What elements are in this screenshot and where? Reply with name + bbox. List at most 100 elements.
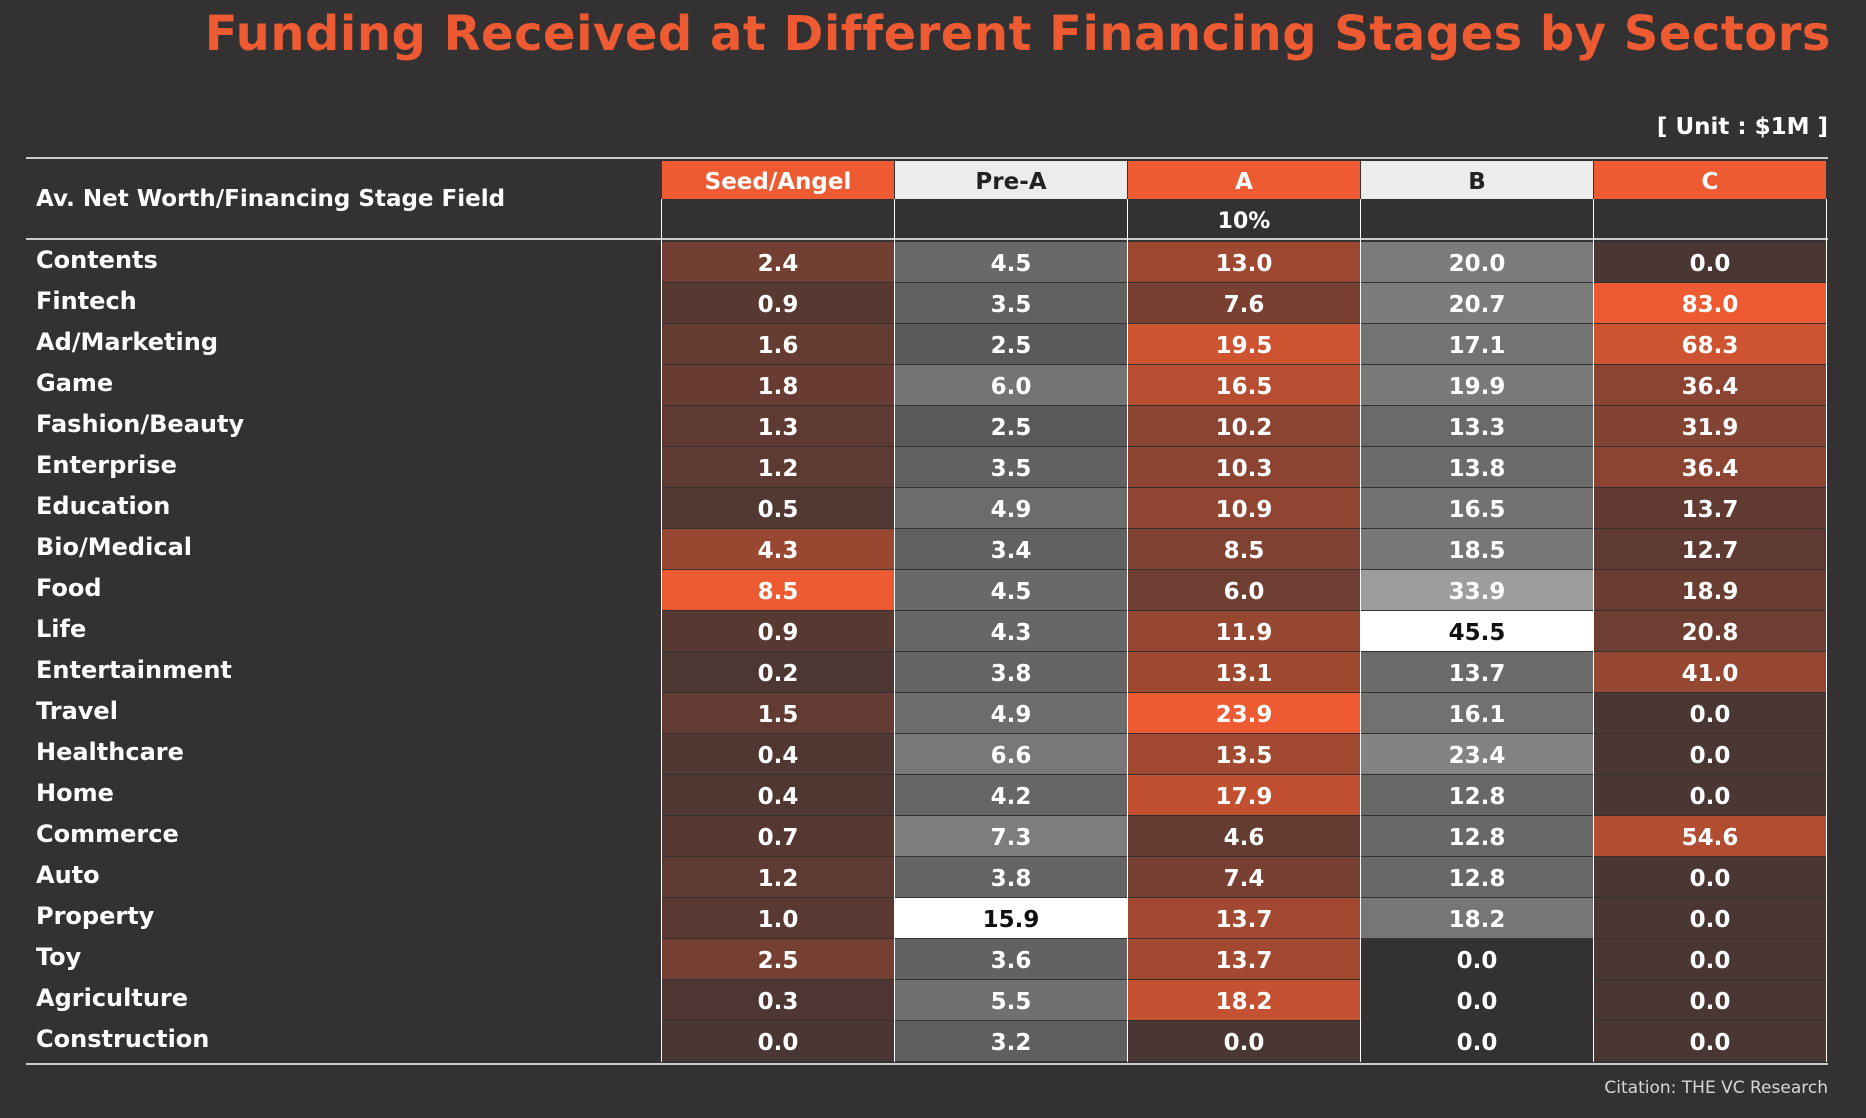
- cell-value-label: 0.9: [758, 292, 799, 318]
- column-header-label: Pre-A: [975, 169, 1046, 195]
- heatmap-cell: [895, 488, 1127, 528]
- heatmap-cell: [1594, 1021, 1826, 1061]
- cell-value-label: 6.6: [991, 743, 1032, 769]
- heatmap-cell: [662, 365, 894, 405]
- heatmap-cell: [1128, 816, 1360, 856]
- heatmap-cell: [1128, 242, 1360, 282]
- heatmap-cell: [1128, 652, 1360, 692]
- cell-value-label: 0.0: [1690, 702, 1731, 728]
- cell-value-label: 1.6: [758, 333, 799, 359]
- cell-value-label: 13.5: [1216, 743, 1273, 769]
- cell-value-label: 19.5: [1216, 333, 1273, 359]
- heatmap-cell: [895, 898, 1127, 938]
- cell-value-label: 5.5: [991, 989, 1032, 1015]
- heatmap-cell: [895, 734, 1127, 774]
- heatmap-cell: [1361, 365, 1593, 405]
- heatmap-cell: [662, 570, 894, 610]
- column-header-cell: [895, 161, 1127, 199]
- cell-value-label: 0.0: [1690, 1030, 1731, 1056]
- cell-value-label: 18.2: [1216, 989, 1273, 1015]
- heatmap-cell: [895, 324, 1127, 364]
- heatmap-cell: [1128, 775, 1360, 815]
- cell-value-label: 0.0: [1457, 989, 1498, 1015]
- heatmap-cell: [895, 242, 1127, 282]
- cell-value-label: 18.9: [1682, 579, 1739, 605]
- cell-value-label: 12.8: [1449, 825, 1506, 851]
- cell-value-label: 17.1: [1449, 333, 1506, 359]
- row-label: Food: [36, 574, 102, 602]
- cell-value-label: 3.5: [991, 456, 1032, 482]
- cell-value-label: 13.1: [1216, 661, 1273, 687]
- cell-value-label: 0.0: [1690, 907, 1731, 933]
- heatmap-cell: [895, 365, 1127, 405]
- cell-value-label: 12.8: [1449, 784, 1506, 810]
- heatmap-cell: [1361, 611, 1593, 651]
- heatmap-cell: [895, 283, 1127, 323]
- heatmap-cell: [1361, 529, 1593, 569]
- cell-value-label: 31.9: [1682, 415, 1739, 441]
- cell-value-label: 0.0: [1690, 866, 1731, 892]
- cell-value-label: 0.7: [758, 825, 799, 851]
- row-label: Bio/Medical: [36, 533, 192, 561]
- heatmap-cell: [1128, 529, 1360, 569]
- heatmap-cell: [1594, 898, 1826, 938]
- heatmap-cell: [1594, 365, 1826, 405]
- heatmap-cell: [662, 693, 894, 733]
- row-label: Home: [36, 779, 114, 807]
- cell-value-label: 1.2: [758, 866, 799, 892]
- heatmap-cell: [662, 406, 894, 446]
- heatmap-cell: [1128, 488, 1360, 528]
- cell-value-label: 36.4: [1682, 374, 1739, 400]
- heatmap-cell: [1128, 447, 1360, 487]
- row-label: Fashion/Beauty: [36, 410, 244, 438]
- cell-value-label: 19.9: [1449, 374, 1506, 400]
- cell-value-label: 41.0: [1682, 661, 1739, 687]
- cell-value-label: 13.8: [1449, 456, 1506, 482]
- cell-value-label: 18.2: [1449, 907, 1506, 933]
- heatmap-cell: [895, 693, 1127, 733]
- cell-value-label: 12.8: [1449, 866, 1506, 892]
- cell-value-label: 16.5: [1216, 374, 1273, 400]
- row-label: Contents: [36, 246, 158, 274]
- heatmap-cell: [662, 324, 894, 364]
- cell-value-label: 3.4: [991, 538, 1032, 564]
- column-header-label: C: [1702, 169, 1719, 195]
- cell-value-label: 68.3: [1682, 333, 1739, 359]
- cell-value-label: 13.7: [1216, 948, 1273, 974]
- row-label: Commerce: [36, 820, 179, 848]
- heatmap-cell: [1594, 529, 1826, 569]
- heatmap-cell: [1594, 816, 1826, 856]
- cell-value-label: 0.0: [1457, 948, 1498, 974]
- cell-value-label: 20.7: [1449, 292, 1506, 318]
- cell-value-label: 3.2: [991, 1030, 1032, 1056]
- cell-value-label: 2.5: [758, 948, 799, 974]
- cell-value-label: 0.0: [1690, 948, 1731, 974]
- heatmap-cell: [1361, 734, 1593, 774]
- cell-value-label: 3.5: [991, 292, 1032, 318]
- cell-value-label: 16.5: [1449, 497, 1506, 523]
- heatmap-cell: [895, 1021, 1127, 1061]
- heatmap-cell: [1361, 693, 1593, 733]
- subheader-label: 10%: [1218, 209, 1271, 234]
- cell-value-label: 0.2: [758, 661, 799, 687]
- citation: Citation: THE VC Research: [1604, 1078, 1828, 1098]
- cell-value-label: 18.5: [1449, 538, 1506, 564]
- heatmap-cell: [1361, 1021, 1593, 1061]
- heatmap-cell: [895, 406, 1127, 446]
- row-label: Entertainment: [36, 656, 232, 684]
- heatmap-cell: [1594, 570, 1826, 610]
- cell-value-label: 1.5: [758, 702, 799, 728]
- heatmap-cell: [1361, 283, 1593, 323]
- cell-value-label: 4.5: [991, 251, 1032, 277]
- cell-value-label: 2.4: [758, 251, 799, 277]
- cell-value-label: 13.3: [1449, 415, 1506, 441]
- heatmap-cell: [1361, 980, 1593, 1020]
- cell-value-label: 3.8: [991, 866, 1032, 892]
- heatmap-cell: [1594, 447, 1826, 487]
- heatmap-cell: [1594, 406, 1826, 446]
- heatmap-cell: [895, 939, 1127, 979]
- heatmap-cell: [662, 939, 894, 979]
- cell-value-label: 83.0: [1682, 292, 1739, 318]
- cell-value-label: 0.4: [758, 743, 799, 769]
- row-label: Life: [36, 615, 86, 643]
